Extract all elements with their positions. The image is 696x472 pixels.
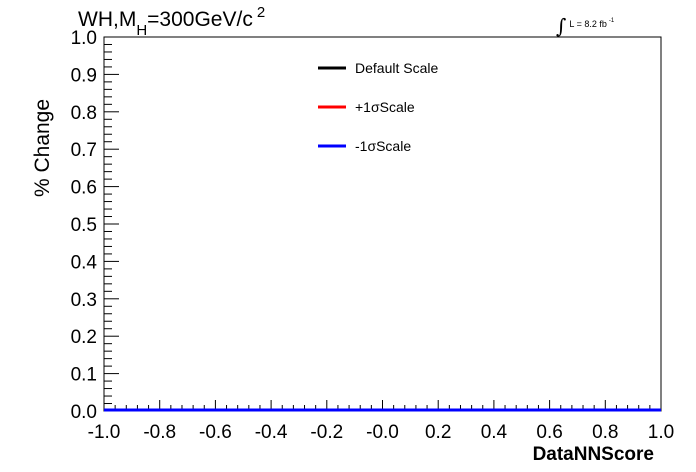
x-tick-label: 1.0 [648,422,674,443]
x-tick-label: -0.2 [310,422,343,443]
y-tick-label: 0.1 [71,365,97,386]
y-tick-label: 0.0 [71,402,97,423]
title-superscript: 2 [256,4,266,21]
legend-label-2: -1σScale [355,138,411,154]
axis-ticks: -1.0 -0.8 -0.6 -0.4 -0.2 -0.0 0.2 0.4 0.6 0.8 1.0 0… [71,28,675,443]
luminosity-superscript: -1 [608,18,615,24]
x-tick-label: 0.4 [481,422,508,443]
title-prefix: WH,M [78,8,137,31]
x-tick-label: -0.6 [199,422,232,443]
x-tick-label: -1.0 [88,422,121,443]
x-tick-label: -0.0 [366,422,399,443]
integral-symbol: ∫ [556,14,567,38]
y-tick-label: 1.0 [71,28,97,49]
title-subscript: H [136,22,148,39]
x-tick-label: -0.8 [143,422,176,443]
y-tick-label: 0.7 [71,140,97,161]
y-tick-label: 0.5 [71,215,97,236]
y-tick-label: 0.2 [71,327,97,348]
legend-label-0: Default Scale [355,60,438,76]
legend: Default Scale +1σScale -1σScale [318,60,438,154]
y-tick-label: 0.9 [71,65,97,86]
y-axis-label: % Change [31,99,54,197]
y-tick-label: 0.4 [71,252,98,273]
y-tick-label: 0.6 [71,178,97,199]
x-tick-label: 0.8 [592,422,618,443]
y-tick-label: 0.3 [71,290,97,311]
luminosity-label: ∫ L = 8.2 fb -1 [556,8,615,38]
plot-frame [103,36,662,412]
y-tick-label: 0.8 [71,103,97,124]
legend-label-1: +1σScale [355,99,415,115]
x-tick-label: 0.6 [536,422,562,443]
x-tick-label: -0.4 [255,422,288,443]
chart-title: WH,MH=300GeV/c 2 [78,4,265,39]
luminosity-text: L = 8.2 fb [569,19,607,29]
title-suffix: =300GeV/c [147,8,253,31]
x-tick-label: 0.2 [425,422,451,443]
x-axis-label: DataNNScore [533,444,654,465]
